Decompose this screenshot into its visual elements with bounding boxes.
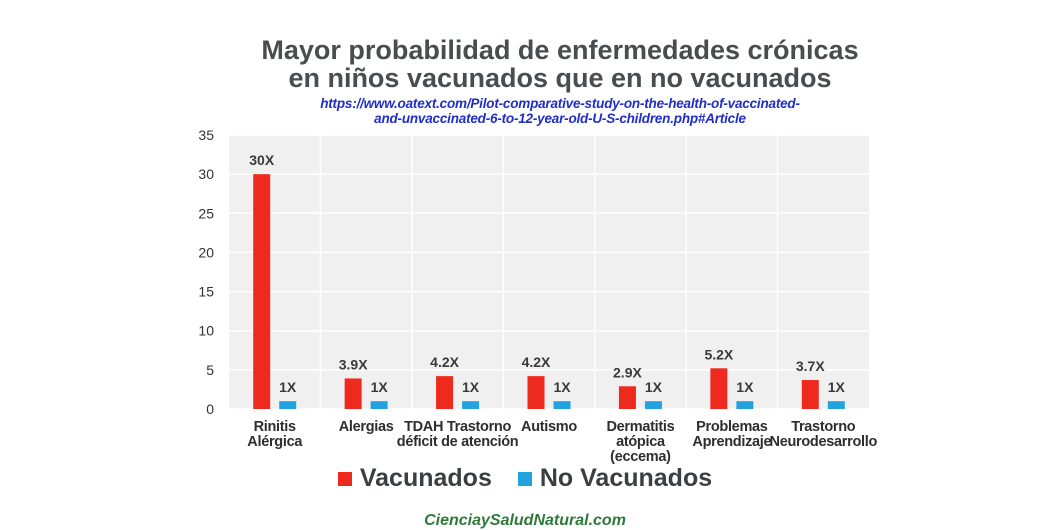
bar-data-label: 3.7X — [796, 358, 825, 374]
bar-unvaccinated — [644, 401, 662, 409]
bar-data-label: 1X — [462, 379, 480, 395]
y-tick-label: 25 — [198, 205, 214, 221]
bar-vaccinated — [344, 378, 362, 409]
bar-data-label: 1X — [828, 379, 846, 395]
x-category-label: déficit de atención — [397, 434, 519, 450]
y-tick-label: 30 — [198, 166, 214, 182]
x-category-label: Alergias — [339, 419, 394, 435]
x-category-label: Aprendizaje — [692, 434, 771, 450]
bar-data-label: 30X — [249, 152, 275, 168]
bar-data-label: 1X — [279, 379, 297, 395]
bar-data-label: 1X — [736, 379, 754, 395]
x-category-label: Trastorno — [791, 419, 856, 435]
legend-item-vaccinated: Vacunados — [337, 464, 492, 493]
bar-data-label: 3.9X — [339, 356, 368, 372]
bar-vaccinated — [253, 174, 271, 409]
legend-label-unvaccinated: No Vacunados — [539, 464, 713, 492]
x-category-label: Neurodesarrollo — [770, 434, 878, 450]
x-category-label: Autismo — [521, 419, 577, 435]
bar-data-label: 5.2X — [704, 346, 733, 362]
x-category-label: (eccema) — [610, 449, 671, 465]
bar-data-label: 2.9X — [613, 364, 642, 380]
chart-legend: Vacunados No Vacunados — [0, 464, 1050, 493]
chart-title-line-1: Mayor probabilidad de enfermedades cróni… — [261, 35, 859, 65]
bar-data-label: 1X — [553, 379, 571, 395]
source-url-line-2[interactable]: and-unvaccinated-6-to-12-year-old-U-S-ch… — [374, 111, 746, 126]
bar-unvaccinated — [370, 401, 388, 409]
bar-vaccinated — [527, 376, 545, 409]
bar-unvaccinated — [462, 401, 480, 409]
bar-data-label: 1X — [371, 379, 389, 395]
x-category-label: TDAH Trastorno — [404, 419, 511, 435]
x-category-label: Dermatitis — [606, 419, 674, 435]
x-category-label: Problemas — [696, 419, 768, 435]
bar-data-label: 1X — [645, 379, 663, 395]
y-tick-label: 15 — [198, 284, 214, 300]
y-tick-label: 35 — [198, 127, 214, 143]
x-category-label: atópica — [616, 434, 666, 450]
footer-watermark: CienciaySaludNatural.com — [424, 512, 626, 529]
legend-label-vaccinated: Vacunados — [359, 464, 492, 492]
bar-unvaccinated — [827, 401, 845, 409]
bar-vaccinated — [436, 376, 454, 409]
legend-swatch-vaccinated — [337, 471, 352, 486]
bar-vaccinated — [618, 386, 636, 409]
bar-unvaccinated — [553, 401, 571, 409]
bar-data-label: 4.2X — [522, 354, 551, 370]
plot-area — [229, 135, 869, 409]
y-tick-label: 10 — [198, 323, 214, 339]
source-url-line-1[interactable]: https://www.oatext.com/Pilot-comparative… — [320, 96, 800, 111]
bar-unvaccinated — [279, 401, 297, 409]
chart-title-line-2: en niños vacunados que en no vacunados — [288, 63, 832, 93]
x-category-label: Alérgica — [247, 434, 303, 450]
legend-swatch-unvaccinated — [517, 471, 532, 486]
bar-data-label: 4.2X — [430, 354, 459, 370]
y-tick-label: 0 — [206, 401, 214, 417]
bar-vaccinated — [801, 380, 819, 409]
y-tick-label: 5 — [206, 362, 214, 378]
bar-unvaccinated — [736, 401, 754, 409]
bar-vaccinated — [710, 368, 728, 409]
x-category-label: Rinitis — [254, 419, 296, 435]
legend-item-unvaccinated: No Vacunados — [517, 464, 713, 493]
y-tick-label: 20 — [198, 244, 214, 260]
